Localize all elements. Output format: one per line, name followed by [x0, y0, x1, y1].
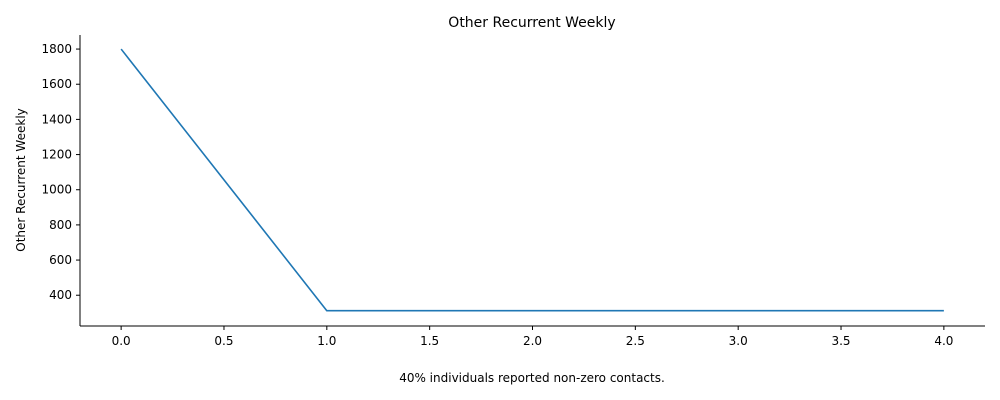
- x-tick-label: 3.0: [729, 334, 748, 348]
- x-axis-ticks: 0.0 0.5 1.0 1.5 2.0 2.5 3.0 3.5 4.0: [112, 326, 953, 348]
- series-line: [120, 48, 944, 312]
- x-tick-label: 0.5: [214, 334, 233, 348]
- y-tick-label: 800: [49, 218, 72, 232]
- y-tick-label: 400: [49, 288, 72, 302]
- x-tick-label: 2.5: [626, 334, 645, 348]
- y-tick-label: 1400: [41, 112, 72, 126]
- x-tick-label: 1.5: [420, 334, 439, 348]
- y-tick-label: 1200: [41, 148, 72, 162]
- plot-lines: [120, 48, 944, 312]
- chart-title: Other Recurrent Weekly: [448, 15, 615, 31]
- x-tick-label: 4.0: [934, 334, 953, 348]
- y-tick-label: 1000: [41, 183, 72, 197]
- x-tick-label: 3.5: [831, 334, 850, 348]
- x-tick-label: 0.0: [112, 334, 131, 348]
- chart-caption: 40% individuals reported non-zero contac…: [399, 371, 665, 385]
- x-tick-label: 2.0: [523, 334, 542, 348]
- y-axis-ticks: 400 600 800 1000 1200 1400 1600 1800: [41, 42, 80, 302]
- y-tick-label: 1600: [41, 77, 72, 91]
- x-tick-label: 1.0: [317, 334, 336, 348]
- y-axis-label: Other Recurrent Weekly: [14, 108, 28, 251]
- y-tick-label: 600: [49, 253, 72, 267]
- y-tick-label: 1800: [41, 42, 72, 56]
